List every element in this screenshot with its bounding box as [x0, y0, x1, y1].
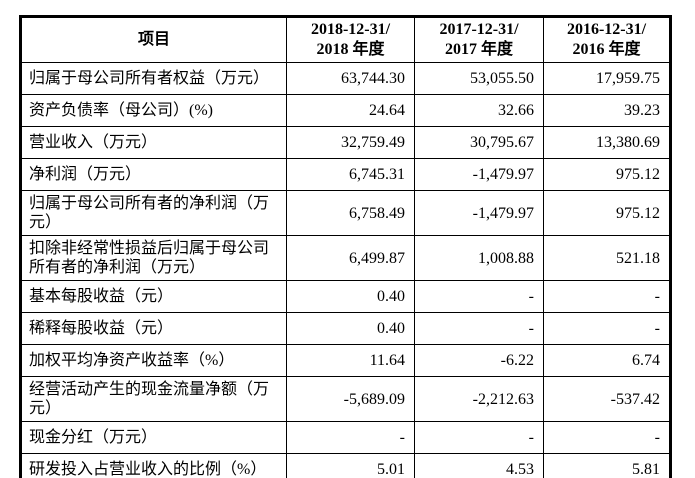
row-value: -5,689.09: [286, 376, 415, 422]
table-row: 研发投入占营业收入的比例（%） 5.01 4.53 5.81: [20, 453, 671, 478]
table-row: 扣除非经常性损益后归属于母公司所有者的净利润（万元） 6,499.87 1,008.…: [20, 235, 671, 281]
table-row: 经营活动产生的现金流量净额（万元） -5,689.09 -2,212.63 -537.…: [20, 376, 671, 422]
row-label: 稀释每股收益（元）: [20, 312, 287, 345]
table-row: 基本每股收益（元） 0.40- -: [20, 280, 671, 313]
table-row: 加权平均净资产收益率（%） 11.64 -6.22 6.74: [20, 344, 671, 377]
row-value: 1,008.88: [414, 235, 544, 281]
header-period-line2: 2018 年度: [316, 41, 385, 58]
row-value: -: [286, 421, 415, 454]
row-value: 6,499.87: [286, 235, 415, 281]
row-label: 归属于母公司所有者的净利润（万元）: [20, 190, 287, 236]
row-value: 5.81: [543, 453, 671, 478]
row-value: 6,758.49: [286, 190, 415, 236]
row-value: 0.40: [286, 280, 415, 313]
row-value: 32,759.49: [286, 126, 415, 159]
row-label: 研发投入占营业收入的比例（%）: [20, 453, 287, 478]
table-row: 净利润（万元） 6,745.31 -1,479.97 975.12: [20, 158, 671, 191]
row-label: 基本每股收益（元）: [20, 280, 287, 313]
row-value: -: [543, 312, 671, 345]
header-period-line2: 2017 年度: [444, 41, 513, 58]
table-row: 归属于母公司所有者的净利润（万元） 6,758.49 -1,479.97 975.12: [20, 190, 671, 236]
row-value: -6.22: [414, 344, 544, 377]
row-value: 30,795.67: [414, 126, 544, 159]
row-value: 11.64: [286, 344, 415, 377]
header-period-line1: 2016-12-31/: [566, 21, 647, 38]
table-row: 营业收入（万元） 32,759.49 30,795.67 13,380.69: [20, 126, 671, 159]
row-label: 扣除非经常性损益后归属于母公司所有者的净利润（万元）: [20, 235, 287, 281]
row-value: 5.01: [286, 453, 415, 478]
table-row: 归属于母公司所有者权益（万元） 63,744.30 53,055.50 17,959.…: [20, 62, 671, 95]
header-period-line2: 2016 年度: [572, 41, 641, 58]
row-value: 521.18: [543, 235, 671, 281]
row-value: 53,055.50: [414, 62, 544, 95]
row-label: 净利润（万元）: [20, 158, 287, 191]
header-period-2017: 2017-12-31/ 2017 年度: [414, 16, 544, 63]
row-value: -: [414, 312, 544, 345]
row-value: 0.40: [286, 312, 415, 345]
header-period-2018: 2018-12-31/ 2018 年度: [286, 16, 415, 63]
row-value: 39.23: [543, 94, 671, 127]
header-item: 项目: [20, 16, 287, 63]
table-row: 稀释每股收益（元） 0.40- -: [20, 312, 671, 345]
row-label: 经营活动产生的现金流量净额（万元）: [20, 376, 287, 422]
table-body: 归属于母公司所有者权益（万元） 63,744.30 53,055.50 17,959.…: [20, 62, 671, 478]
row-value: -1,479.97: [414, 190, 544, 236]
row-value: -2,212.63: [414, 376, 544, 422]
row-value: 24.64: [286, 94, 415, 127]
row-value: 975.12: [543, 190, 671, 236]
row-value: -537.42: [543, 376, 671, 422]
row-label: 现金分红（万元）: [20, 421, 287, 454]
row-value: -: [414, 280, 544, 313]
row-value: 4.53: [414, 453, 544, 478]
header-period-2016: 2016-12-31/ 2016 年度: [543, 16, 671, 63]
row-label: 归属于母公司所有者权益（万元）: [20, 62, 287, 95]
row-value: -: [543, 280, 671, 313]
row-value: 32.66: [414, 94, 544, 127]
row-value: 975.12: [543, 158, 671, 191]
header-period-line1: 2017-12-31/: [439, 21, 519, 38]
row-label: 加权平均净资产收益率（%）: [20, 344, 287, 377]
row-value: -1,479.97: [414, 158, 544, 191]
row-value: 17,959.75: [543, 62, 671, 95]
row-value: 6.74: [543, 344, 671, 377]
table-row: 现金分红（万元） - - -: [20, 421, 671, 454]
row-value: -: [543, 421, 671, 454]
row-label: 资产负债率（母公司）(%): [20, 94, 287, 127]
table-row: 资产负债率（母公司）(%) 24.64 32.66 39.23: [20, 94, 671, 127]
row-value: 6,745.31: [286, 158, 415, 191]
row-value: 63,744.30: [286, 62, 415, 95]
header-period-line1: 2018-12-31/: [310, 21, 391, 38]
row-value: 13,380.69: [543, 126, 671, 159]
row-value: -: [414, 421, 544, 454]
financial-summary-table: 项目 2018-12-31/ 2018 年度 2017-12-31/ 2017 …: [19, 15, 672, 478]
table-header-row: 项目 2018-12-31/ 2018 年度 2017-12-31/ 2017 …: [20, 16, 671, 63]
row-label: 营业收入（万元）: [20, 126, 287, 159]
